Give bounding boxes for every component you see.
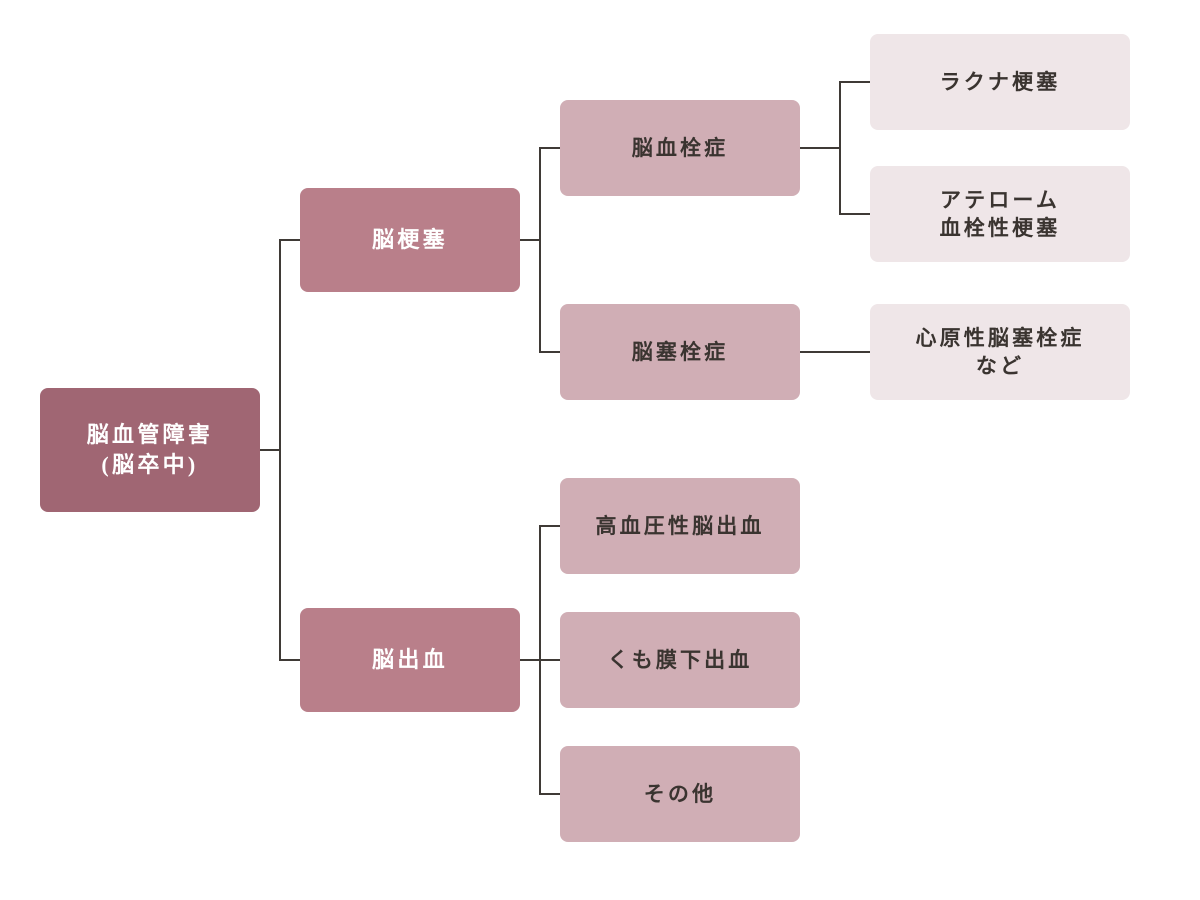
node-emb: 脳塞栓症	[560, 304, 800, 400]
node-hyper: 高血圧性脳出血	[560, 478, 800, 574]
node-label: くも膜下出血	[608, 646, 753, 674]
node-label: 脳血管障害 (脳卒中)	[87, 420, 214, 479]
node-label: アテローム 血栓性梗塞	[940, 186, 1061, 243]
node-athero: アテローム 血栓性梗塞	[870, 166, 1130, 262]
node-hemo: 脳出血	[300, 608, 520, 712]
node-infarct: 脳梗塞	[300, 188, 520, 292]
node-label: 脳出血	[372, 645, 448, 675]
node-label: その他	[644, 780, 716, 808]
node-label: 高血圧性脳出血	[595, 512, 764, 540]
node-label: 脳血栓症	[632, 134, 729, 162]
node-thromb: 脳血栓症	[560, 100, 800, 196]
connector-from-hemo	[520, 526, 560, 794]
node-label: 脳梗塞	[372, 225, 448, 255]
connector-from-thromb	[800, 82, 870, 214]
node-label: 心原性脳塞栓症 など	[915, 324, 1084, 381]
diagram-stage: 脳血管障害 (脳卒中) 脳梗塞脳出血 脳血栓症脳塞栓症高血圧性脳出血くも膜下出血その…	[0, 0, 1200, 900]
connector-from-infarct	[520, 148, 560, 352]
connector-from-root	[260, 240, 300, 660]
node-other: その他	[560, 746, 800, 842]
node-label: 脳塞栓症	[632, 338, 729, 366]
node-lacunar: ラクナ梗塞	[870, 34, 1130, 130]
node-sah: くも膜下出血	[560, 612, 800, 708]
node-label: ラクナ梗塞	[940, 68, 1061, 96]
node-cardio: 心原性脳塞栓症 など	[870, 304, 1130, 400]
node-root: 脳血管障害 (脳卒中)	[40, 388, 260, 512]
